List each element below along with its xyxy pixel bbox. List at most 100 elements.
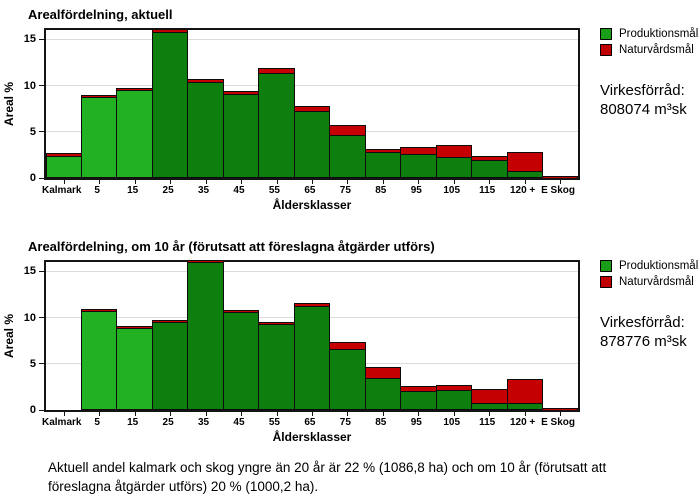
produktionsmal-segment-kalmark	[45, 155, 82, 178]
naturvardsmal-segment-115	[471, 388, 508, 403]
y-tick-mark-15	[39, 38, 44, 40]
bar-35	[187, 79, 224, 178]
x-tick-mark-55	[276, 180, 278, 184]
x-tick-label-15: 15	[127, 417, 139, 428]
produktionsmal-segment-115	[471, 402, 508, 410]
x-tick-mark-85	[382, 180, 384, 184]
legend-label: Produktionsmål	[619, 260, 699, 272]
y-tick-mark-15	[39, 270, 44, 272]
naturvardsmal-segment-65	[293, 105, 331, 112]
x-tick-mark-95	[418, 180, 420, 184]
x-tick-label-75: 75	[339, 185, 351, 196]
x-tick-mark-15	[134, 180, 136, 184]
y-tick-label-10: 10	[23, 79, 36, 92]
produktionsmal-segment-105	[435, 156, 473, 178]
chart-side-panel: Produktionsmål Naturvårdsmål Virkesförrå…	[600, 260, 698, 352]
bar-65	[293, 303, 331, 410]
plot-row: Areal % 0 5 10 15 Produktionsmål Naturvårds…	[0, 28, 700, 184]
produktionsmal-segment-95	[400, 153, 437, 178]
x-tick-mark-15	[134, 412, 136, 416]
x-tick-mark-115	[489, 412, 491, 416]
legend-item-naturvardsmal: Naturvårdsmål	[600, 44, 698, 56]
x-tick-label-55: 55	[268, 185, 280, 196]
x-tick-label-35: 35	[197, 185, 210, 196]
naturvardsmal-segment-35	[187, 79, 224, 82]
x-tick-label-kalmark: Kalmark	[42, 185, 82, 196]
x-tick-label-25: 25	[162, 417, 174, 428]
naturvardsmal-segment-75	[329, 342, 366, 349]
virkesforrad-label: Virkesförråd:	[600, 314, 685, 331]
produktionsmal-segment-105	[435, 389, 473, 410]
x-tick-mark-115	[489, 180, 491, 184]
gridline-15	[46, 270, 578, 272]
bar-75	[329, 342, 366, 410]
x-tick-mark-kalmark	[63, 180, 65, 184]
y-tick-label-5: 5	[29, 125, 36, 138]
y-tick-label-10: 10	[23, 311, 36, 324]
bar-e-skog	[542, 176, 579, 178]
x-tick-label-115: 115	[479, 185, 496, 196]
y-tick-mark-5	[39, 363, 44, 365]
naturvardsmal-segment-35	[187, 260, 224, 262]
naturvardsmal-swatch-icon	[600, 44, 612, 56]
produktionsmal-segment-5	[80, 96, 118, 178]
x-tick-mark-65	[312, 180, 313, 184]
x-tick-mark-35	[205, 412, 207, 416]
x-tick-mark-e-skog	[560, 180, 562, 184]
bar-105	[435, 384, 473, 410]
produktionsmal-segment-115	[471, 160, 508, 178]
y-tick-mark-10	[39, 317, 44, 318]
x-tick-mark-kalmark	[63, 412, 65, 416]
y-axis: 0 5 10 15	[18, 260, 44, 416]
produktionsmal-segment-45	[222, 311, 260, 410]
bar-55	[258, 68, 295, 178]
x-tick-label-95: 95	[410, 417, 422, 428]
bar-95	[400, 385, 437, 410]
bar-65	[293, 105, 331, 178]
x-tick-label-115: 115	[479, 417, 496, 428]
legend-item-produktionsmal: Produktionsmål	[600, 260, 698, 272]
produktionsmal-segment-85	[364, 152, 402, 178]
bar-115	[471, 388, 508, 410]
x-tick-label-5: 5	[94, 417, 100, 428]
x-axis-ticks	[44, 412, 580, 416]
produktionsmal-swatch-icon	[600, 260, 612, 272]
summary-caption: Aktuell andel kalmark och skog yngre än …	[48, 460, 607, 495]
produktionsmal-segment-65	[293, 111, 331, 178]
virkesforrad-label: Virkesförråd:	[600, 82, 685, 99]
x-tick-mark-75	[347, 180, 349, 184]
produktionsmal-segment-65	[293, 306, 331, 410]
y-tick-label-5: 5	[29, 357, 36, 370]
x-tick-label-e-skog: E Skog	[541, 185, 576, 196]
x-tick-label-105: 105	[443, 417, 461, 428]
gridline-15	[46, 38, 578, 40]
y-tick-mark-5	[39, 131, 44, 133]
x-tick-label-25: 25	[162, 185, 174, 196]
naturvardsmal-segment-5	[80, 309, 118, 312]
bar-25	[151, 29, 189, 178]
x-tick-mark-55	[276, 412, 278, 416]
x-tick-mark-25	[170, 180, 172, 184]
naturvardsmal-swatch-icon	[600, 276, 612, 288]
gridline-10	[46, 85, 578, 86]
naturvardsmal-segment-55	[258, 68, 295, 73]
legend-label: Produktionsmål	[619, 28, 699, 40]
x-tick-label-75: 75	[339, 417, 351, 428]
y-axis-label-column: Areal %	[0, 28, 18, 180]
x-tick-label-85: 85	[375, 185, 387, 196]
produktionsmal-segment-95	[400, 390, 437, 410]
x-tick-label-15: 15	[127, 185, 139, 196]
y-tick-mark-0	[39, 177, 44, 179]
legend-item-produktionsmal: Produktionsmål	[600, 28, 698, 40]
x-axis-title: Åldersklasser	[272, 198, 352, 212]
bar-85	[364, 366, 402, 410]
x-tick-mark-35	[205, 180, 207, 184]
bar-15	[116, 88, 153, 178]
produktionsmal-segment-25	[151, 322, 189, 410]
x-tick-mark-25	[170, 412, 172, 416]
produktionsmal-segment-15	[116, 327, 153, 410]
naturvardsmal-segment-75	[329, 125, 366, 135]
chart-side-panel: Produktionsmål Naturvårdsmål Virkesförrå…	[600, 28, 698, 120]
produktionsmal-segment-75	[329, 348, 366, 410]
produktionsmal-segment-35	[187, 262, 224, 410]
